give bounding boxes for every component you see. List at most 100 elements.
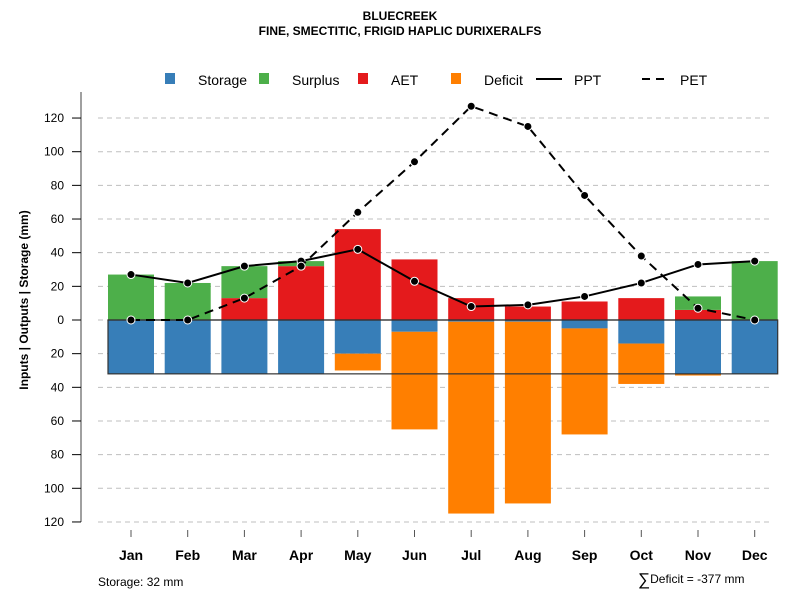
deficit-bar <box>448 321 495 514</box>
ppt-point <box>239 261 249 271</box>
y-tick-label: 20 <box>51 347 65 361</box>
legend-label-surplus: Surplus <box>292 72 339 88</box>
storage-bar <box>504 320 551 322</box>
sigma-symbol: ∑ <box>638 570 651 589</box>
y-tick-label: 40 <box>51 246 65 260</box>
storage-annotation: Storage: 32 mm <box>98 575 184 589</box>
pet-line <box>131 105 755 321</box>
y-tick-label: 100 <box>44 145 64 159</box>
y-tick-label: 80 <box>51 448 65 462</box>
aet-bar <box>334 229 381 320</box>
pet-point <box>353 207 363 217</box>
y-tick-label: 20 <box>51 279 65 293</box>
y-tick-label: 0 <box>57 313 64 327</box>
pet-point <box>183 315 193 325</box>
x-tick-label: Mar <box>232 547 257 563</box>
pet-point <box>296 261 306 271</box>
pet-point <box>636 251 646 261</box>
series-lines <box>126 101 760 325</box>
x-tick-label: Jul <box>461 547 481 563</box>
deficit-bar <box>618 343 665 384</box>
deficit-sum-annotation: ∑Deficit = -377 mm <box>638 570 744 590</box>
y-tick-label: 60 <box>51 212 65 226</box>
pet-point <box>523 121 533 131</box>
y-tick-label: 40 <box>51 380 65 394</box>
legend-label-deficit: Deficit <box>484 72 523 88</box>
x-tick-label: Jan <box>119 547 143 563</box>
ppt-point <box>693 259 703 269</box>
ppt-line <box>130 248 755 308</box>
storage-bar <box>618 320 665 344</box>
deficit-bar <box>561 328 608 435</box>
axes: 120 100 80 60 40 20 0 20 40 60 80 100 120 Inputs | Ou… <box>17 92 768 563</box>
x-tick-label: Feb <box>175 547 200 563</box>
legend: Storage Surplus AET Deficit PPT PET <box>165 72 708 88</box>
x-tick-label: May <box>344 547 371 563</box>
pet-point <box>466 101 476 111</box>
deficit-bar <box>391 331 438 430</box>
storage-bar <box>391 320 438 332</box>
legend-swatch-surplus <box>259 73 269 84</box>
y-tick-label: 80 <box>51 178 65 192</box>
x-tick-label: Dec <box>742 547 768 563</box>
deficit-sum-text: Deficit = -377 mm <box>650 572 745 586</box>
aet-bar <box>675 309 721 320</box>
ppt-point <box>580 291 590 301</box>
deficit-bar <box>504 321 551 504</box>
pet-point <box>693 303 703 313</box>
ppt-point <box>410 276 419 286</box>
x-tick-label: Oct <box>630 547 654 563</box>
x-tick-label: Aug <box>514 547 541 563</box>
bars <box>107 229 779 514</box>
ppt-point <box>636 278 646 288</box>
chart-title: BLUECREEK <box>362 9 438 23</box>
storage-bar <box>108 320 154 374</box>
pet-point <box>410 157 419 167</box>
aet-bar <box>278 266 325 320</box>
y-tick-label: 60 <box>51 414 65 428</box>
storage-bar <box>278 320 325 374</box>
ppt-point <box>523 300 533 310</box>
storage-bar <box>561 320 608 329</box>
x-tick-label: Jun <box>402 547 427 563</box>
aet-bar <box>504 306 551 320</box>
ppt-point <box>750 256 760 266</box>
storage-bar <box>164 320 211 374</box>
deficit-bar <box>334 353 381 371</box>
legend-label-aet: AET <box>391 72 419 88</box>
aet-bar <box>391 259 438 320</box>
storage-bar <box>334 320 381 354</box>
x-tick-label: Apr <box>289 547 314 563</box>
y-tick-label: 100 <box>44 481 64 495</box>
aet-bar <box>618 298 665 320</box>
ppt-point <box>126 270 136 280</box>
storage-bar <box>731 320 778 374</box>
legend-swatch-deficit <box>451 73 461 84</box>
legend-label-pet: PET <box>680 72 708 88</box>
aet-bar <box>221 298 268 320</box>
storage-bar <box>221 320 268 374</box>
pet-point <box>580 190 590 200</box>
surplus-bar <box>675 296 721 310</box>
x-tick-label: Nov <box>685 547 712 563</box>
legend-label-storage: Storage <box>198 72 247 88</box>
surplus-bar <box>108 274 154 320</box>
legend-swatch-aet <box>358 73 368 84</box>
storage-bar <box>448 320 495 322</box>
pet-point <box>750 315 760 325</box>
ppt-point <box>183 278 193 288</box>
y-tick-label: 120 <box>44 515 64 529</box>
surplus-bar <box>731 261 778 320</box>
y-axis-label: Inputs | Outputs | Storage (mm) <box>17 210 31 389</box>
surplus-bar <box>164 282 211 320</box>
ppt-point <box>466 302 476 312</box>
legend-swatch-storage <box>165 73 175 84</box>
chart-subtitle: FINE, SMECTITIC, FRIGID HAPLIC DURIXERAL… <box>258 24 542 38</box>
ppt-point <box>353 244 363 254</box>
x-tick-label: Sep <box>572 547 598 563</box>
storage-bar <box>675 320 721 374</box>
aet-bar <box>561 301 608 320</box>
legend-label-ppt: PPT <box>574 72 602 88</box>
pet-point <box>126 315 136 325</box>
